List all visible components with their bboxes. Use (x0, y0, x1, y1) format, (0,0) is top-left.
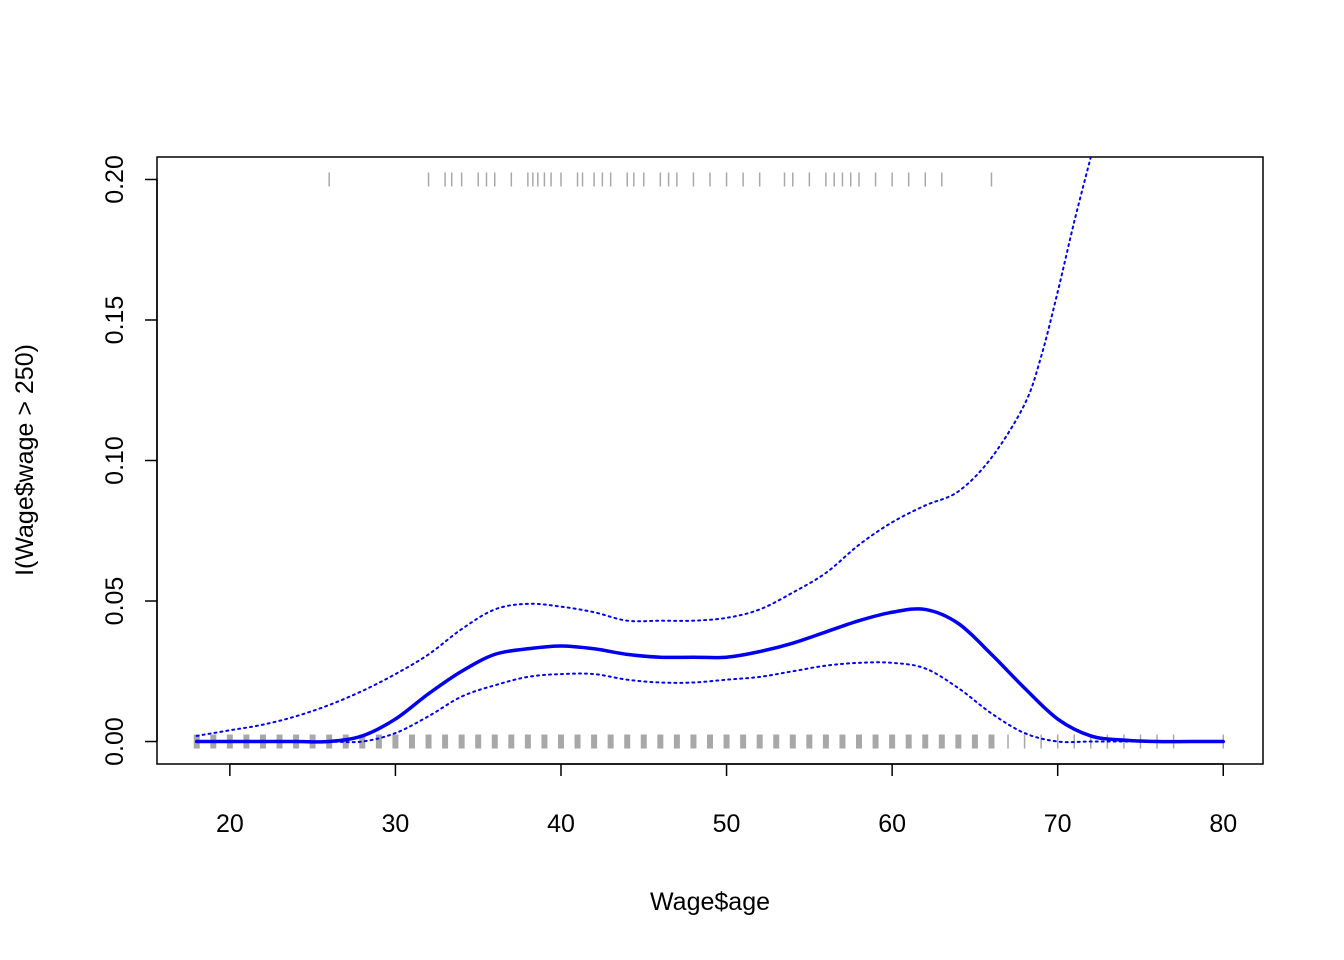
y-tick-label: 0.20 (101, 155, 129, 204)
lower-band-line (195, 661, 1225, 744)
x-axis-label: Wage$age (650, 888, 770, 916)
y-tick-label: 0.10 (101, 436, 129, 485)
y-tick-label: 0.15 (101, 296, 129, 345)
plot-frame (156, 156, 1264, 765)
fit-line (194, 607, 1226, 744)
x-tick-label: 70 (1044, 810, 1072, 838)
x-tick-label: 20 (216, 810, 244, 838)
x-tick-label: 50 (713, 810, 741, 838)
x-tick-label: 80 (1209, 810, 1237, 838)
y-axis: 0.00 0.05 0.10 0.15 0.20 (101, 155, 158, 766)
upper-band-line (195, 157, 1092, 737)
x-tick-label: 30 (382, 810, 410, 838)
x-tick-label: 40 (547, 810, 575, 838)
rug-layer (193, 172, 1225, 749)
x-tick-label: 60 (878, 810, 906, 838)
series-layer (194, 157, 1226, 744)
y-tick-label: 0.00 (101, 717, 129, 766)
y-axis-label: I(Wage$wage > 250) (11, 344, 39, 576)
x-axis: 20 30 40 50 60 70 80 (216, 763, 1237, 838)
y-tick-label: 0.05 (101, 577, 129, 626)
